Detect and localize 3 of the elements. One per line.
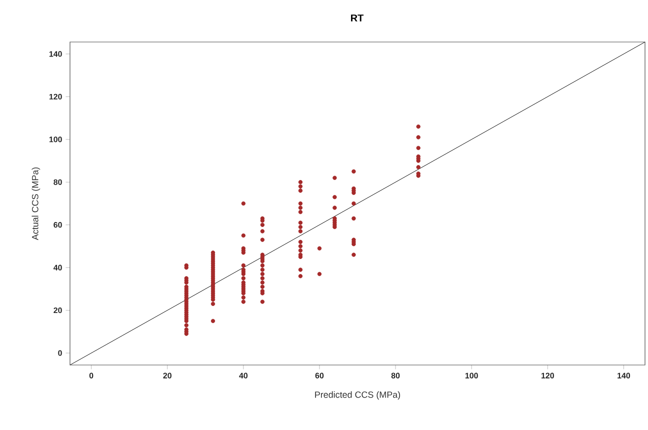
y-axis-title: Actual CCS (MPa) [32,167,40,240]
x-axis-title: Predicted CCS (MPa) [315,391,400,400]
chart-title: RT [351,14,364,22]
